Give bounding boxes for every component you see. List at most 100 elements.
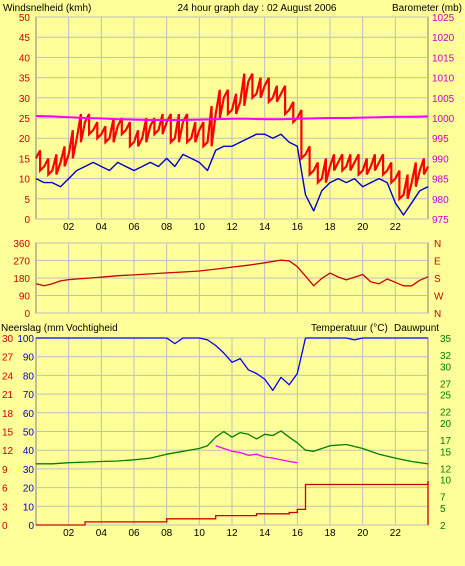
y-tick-wind: 5 [24, 195, 30, 206]
direction-compass-label: N [434, 239, 441, 250]
y-tick-temperature: 17 [440, 436, 452, 447]
y-tick-direction: 180 [13, 274, 30, 285]
temperature-axis-title: Temperatuur (°C) [311, 323, 388, 334]
dewpoint-line [215, 445, 298, 464]
y-tick-barometer: 990 [432, 154, 449, 165]
y-tick-temperature: 25 [440, 391, 452, 402]
y-tick-barometer: 995 [432, 134, 449, 145]
wind-direction-line [35, 259, 429, 287]
y-tick-rain: 21 [2, 390, 14, 401]
x-tick-label-top: 22 [390, 222, 402, 233]
y-tick-barometer: 1000 [432, 114, 455, 125]
y-tick-temperature: 15 [440, 447, 452, 458]
direction-compass-label: W [434, 292, 444, 303]
y-tick-wind: 35 [19, 74, 31, 85]
y-tick-rain: 12 [2, 446, 14, 457]
x-tick-label-bottom: 12 [226, 528, 238, 539]
y-tick-wind: 50 [19, 13, 31, 24]
y-tick-barometer: 1005 [432, 94, 455, 105]
y-tick-barometer: 975 [432, 215, 449, 226]
y-tick-rain: 3 [2, 502, 8, 513]
x-tick-label-top: 18 [324, 222, 336, 233]
y-tick-temperature: 20 [440, 419, 452, 430]
temperature-line [36, 430, 429, 465]
header-right-label: Barometer (mb) [392, 3, 462, 14]
y-tick-wind: 40 [19, 53, 31, 64]
y-tick-humidity: 20 [23, 484, 35, 495]
y-tick-humidity: 10 [23, 502, 35, 513]
series-layer [35, 73, 429, 526]
label-layer: 0202040406060808101012121414161618182020… [2, 13, 455, 539]
y-tick-direction: 0 [24, 309, 30, 320]
y-tick-temperature: 5 [440, 504, 446, 515]
y-tick-direction: 90 [19, 292, 31, 303]
x-tick-label-top: 16 [292, 222, 304, 233]
y-tick-barometer: 1015 [432, 53, 455, 64]
x-tick-label-bottom: 18 [324, 528, 336, 539]
y-tick-temperature: 32 [440, 351, 452, 362]
y-tick-rain: 9 [2, 465, 8, 476]
y-tick-temperature: 10 [440, 476, 452, 487]
y-tick-barometer: 1025 [432, 13, 455, 24]
x-tick-label-top: 12 [226, 222, 238, 233]
y-tick-humidity: 0 [28, 521, 34, 532]
y-tick-temperature: 22 [440, 408, 452, 419]
y-tick-rain: 30 [2, 334, 14, 345]
dewpoint-axis-title: Dauwpunt [394, 323, 439, 334]
x-tick-label-top: 06 [128, 222, 140, 233]
x-tick-label-bottom: 02 [63, 528, 75, 539]
x-tick-label-bottom: 06 [128, 528, 140, 539]
humidity-line [36, 337, 428, 392]
x-tick-label-top: 08 [161, 222, 173, 233]
y-tick-wind: 20 [19, 134, 31, 145]
y-tick-humidity: 90 [23, 353, 35, 364]
rain-axis-title: Neerslag (mm [1, 323, 64, 334]
y-tick-rain: 18 [2, 409, 14, 420]
y-tick-rain: 27 [2, 353, 14, 364]
x-tick-label-top: 02 [63, 222, 75, 233]
y-tick-wind: 0 [24, 215, 30, 226]
y-tick-humidity: 100 [17, 334, 34, 345]
direction-compass-label: E [434, 257, 441, 268]
x-tick-label-top: 10 [194, 222, 206, 233]
y-tick-direction: 360 [13, 239, 30, 250]
y-tick-barometer: 1010 [432, 74, 455, 85]
x-tick-label-bottom: 10 [194, 528, 206, 539]
y-tick-wind: 25 [19, 114, 31, 125]
direction-compass-label: S [434, 274, 441, 285]
x-tick-label-bottom: 20 [357, 528, 369, 539]
x-tick-label-bottom: 22 [390, 528, 402, 539]
y-tick-temperature: 12 [440, 464, 452, 475]
y-tick-wind: 30 [19, 94, 31, 105]
direction-compass-label: N [434, 309, 441, 320]
y-tick-humidity: 50 [23, 428, 35, 439]
y-tick-rain: 0 [2, 521, 8, 532]
y-tick-barometer: 980 [432, 195, 449, 206]
x-tick-label-bottom: 04 [96, 528, 108, 539]
y-tick-wind: 10 [19, 175, 31, 186]
y-tick-rain: 6 [2, 484, 8, 495]
y-tick-temperature: 35 [440, 334, 452, 345]
barometer-line [35, 115, 429, 121]
y-tick-rain: 15 [2, 428, 14, 439]
x-tick-label-bottom: 08 [161, 528, 173, 539]
wind-gust-line [35, 73, 429, 202]
y-tick-humidity: 60 [23, 409, 35, 420]
x-tick-label-top: 20 [357, 222, 369, 233]
y-tick-wind: 45 [19, 33, 31, 44]
y-tick-rain: 24 [2, 371, 14, 382]
y-tick-temperature: 2 [440, 521, 446, 532]
x-tick-label-bottom: 14 [259, 528, 271, 539]
grid-layer [36, 16, 428, 526]
y-tick-humidity: 40 [23, 446, 35, 457]
y-tick-temperature: 27 [440, 379, 452, 390]
y-tick-humidity: 80 [23, 371, 35, 382]
y-tick-temperature: 7 [440, 493, 446, 504]
x-tick-label-top: 04 [96, 222, 108, 233]
y-tick-temperature: 30 [440, 362, 452, 373]
y-tick-barometer: 985 [432, 175, 449, 186]
header-left-label: Windsnelheid (kmh) [3, 3, 91, 14]
y-tick-humidity: 70 [23, 390, 35, 401]
